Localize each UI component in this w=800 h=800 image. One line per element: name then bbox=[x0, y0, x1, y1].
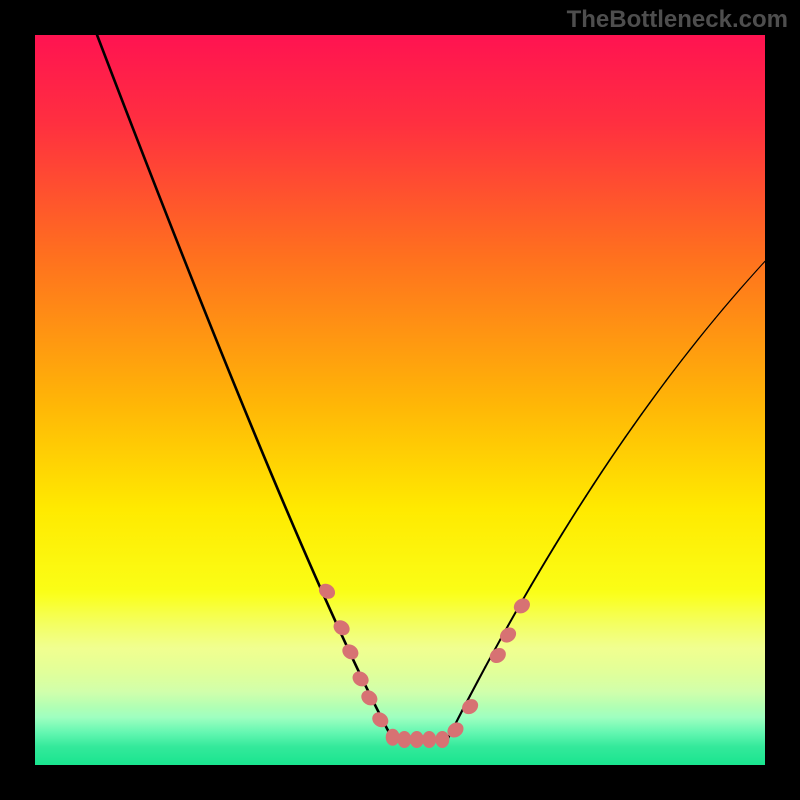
plot-area bbox=[35, 35, 765, 765]
marker-dot bbox=[422, 731, 436, 748]
marker-dot bbox=[410, 731, 424, 748]
chart-container: { "watermark": { "text": "TheBottleneck.… bbox=[0, 0, 800, 800]
marker-dot bbox=[386, 729, 400, 746]
watermark-text: TheBottleneck.com bbox=[567, 6, 788, 34]
marker-dot bbox=[397, 731, 411, 748]
marker-dot bbox=[435, 731, 449, 748]
pale-band bbox=[35, 35, 765, 765]
chart-svg bbox=[35, 35, 765, 765]
